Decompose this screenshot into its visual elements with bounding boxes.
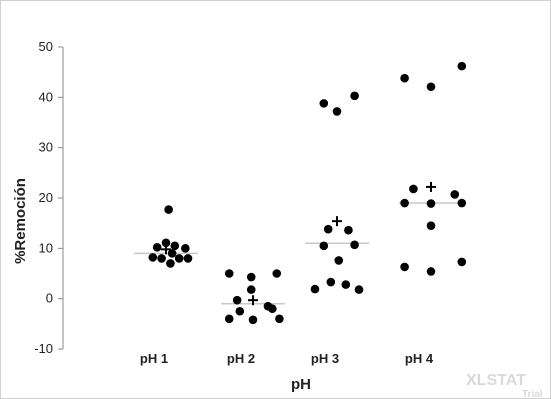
data-point <box>341 280 351 289</box>
x-category-label: pH 4 <box>405 351 434 366</box>
data-point <box>248 315 258 325</box>
data-point <box>344 225 353 235</box>
data-point <box>400 73 409 83</box>
y-axis-title: %Remoción <box>12 178 29 264</box>
data-point <box>319 99 329 108</box>
data-point <box>400 262 409 272</box>
data-point <box>232 295 242 305</box>
data-point <box>332 107 342 116</box>
mean-marker <box>161 244 171 255</box>
data-point <box>275 314 284 324</box>
x-axis-title: pH <box>291 376 311 393</box>
brand-logo-text: XLSTAT <box>466 372 526 389</box>
data-point <box>183 254 193 263</box>
data-point <box>235 306 245 316</box>
data-point <box>164 205 173 214</box>
data-point <box>426 267 436 276</box>
data-point <box>457 61 467 71</box>
y-tick-label: 50 <box>39 39 53 54</box>
brand-edition-text: Trial <box>522 389 543 398</box>
data-point <box>246 285 256 294</box>
data-point <box>148 253 158 262</box>
data-point <box>350 240 359 250</box>
data-point <box>224 314 234 324</box>
data-point <box>246 272 256 282</box>
data-point <box>350 91 359 101</box>
data-point <box>152 243 162 252</box>
data-point <box>174 254 184 263</box>
mean-marker <box>332 216 342 227</box>
data-point <box>170 241 180 251</box>
y-tick-label: 0 <box>46 291 53 306</box>
x-axis-labels: pH 1 pH 2 pH 3 pH 4 <box>140 351 434 366</box>
mean-marker <box>248 295 258 306</box>
data-point <box>457 257 467 267</box>
mean-markers <box>161 181 436 306</box>
data-point <box>167 249 177 258</box>
mean-marker <box>426 181 436 192</box>
data-point <box>354 285 364 294</box>
data-point <box>310 284 320 294</box>
x-category-label: pH 1 <box>140 351 168 366</box>
data-point <box>426 221 436 230</box>
y-tick-label: 20 <box>39 190 53 205</box>
data-point <box>157 254 166 263</box>
data-points <box>148 61 467 325</box>
data-point <box>334 256 344 265</box>
data-point <box>409 184 418 194</box>
data-point <box>272 269 282 278</box>
y-tick-label: 30 <box>39 140 53 155</box>
data-point <box>161 238 171 248</box>
x-category-label: pH 2 <box>227 351 255 366</box>
data-point <box>319 241 329 251</box>
data-point <box>457 198 467 208</box>
y-tick-label: 40 <box>39 89 53 104</box>
median-lines <box>134 202 463 305</box>
data-point <box>224 269 234 278</box>
data-point <box>426 199 436 208</box>
y-tick-label: 10 <box>39 240 53 255</box>
data-point <box>450 190 460 199</box>
data-point <box>166 259 175 268</box>
data-point <box>323 224 333 234</box>
data-point <box>181 244 190 253</box>
data-point <box>426 82 436 92</box>
data-point <box>268 304 277 314</box>
data-point <box>326 277 336 287</box>
y-tick-label: -10 <box>34 341 53 356</box>
x-category-label: pH 3 <box>311 351 339 366</box>
data-point <box>400 198 409 208</box>
y-axis: -10 0 10 20 30 40 50 <box>34 39 64 356</box>
